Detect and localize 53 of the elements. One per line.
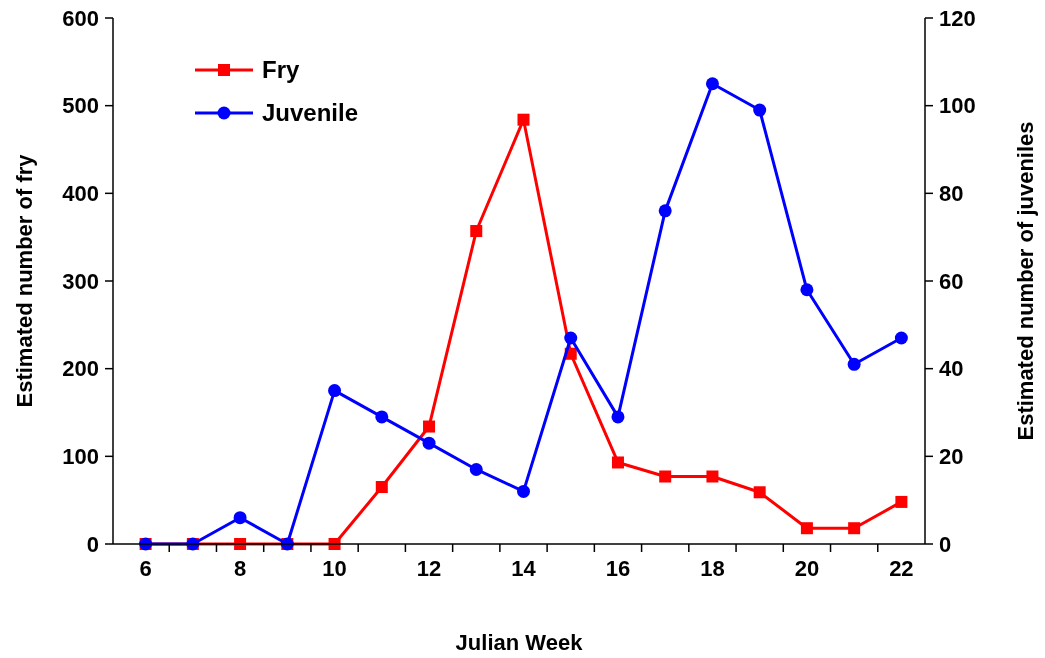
point bbox=[233, 511, 247, 525]
x-tick-label: 18 bbox=[700, 556, 725, 581]
point bbox=[328, 384, 342, 398]
x-tick-label: 14 bbox=[511, 556, 537, 581]
y2-tick-label: 40 bbox=[939, 356, 964, 382]
y-tick-label: 500 bbox=[62, 93, 99, 119]
point bbox=[375, 481, 388, 494]
point bbox=[894, 331, 908, 345]
x-tick-label: 12 bbox=[416, 556, 442, 581]
y2-tick-label: 20 bbox=[939, 444, 964, 470]
y-tick-label: 300 bbox=[62, 268, 99, 294]
y2-tick-label: 80 bbox=[939, 181, 964, 207]
y2-tick-label: 100 bbox=[939, 93, 976, 119]
point bbox=[517, 484, 530, 498]
x-tick-label: 20 bbox=[794, 556, 820, 581]
x-tick-label: 10 bbox=[322, 556, 347, 581]
point bbox=[753, 103, 767, 117]
point bbox=[800, 283, 814, 297]
y-tick-label: 100 bbox=[62, 444, 99, 470]
point bbox=[753, 486, 766, 499]
x-tick-label: 8 bbox=[233, 556, 247, 581]
point bbox=[706, 470, 719, 483]
point bbox=[375, 410, 389, 424]
point bbox=[658, 204, 672, 218]
point bbox=[470, 225, 483, 238]
point bbox=[469, 462, 483, 476]
x-tick-label: 22 bbox=[889, 556, 914, 581]
legend-label: Juvenile bbox=[262, 99, 359, 127]
y-tick-label: 200 bbox=[62, 356, 99, 382]
y2-tick-label: 120 bbox=[939, 5, 976, 31]
point bbox=[659, 470, 672, 483]
point bbox=[895, 495, 908, 508]
y-tick-label: 400 bbox=[62, 181, 99, 207]
y2-tick-label: 0 bbox=[939, 531, 952, 557]
y-axis-title: Estimated number of fry bbox=[12, 153, 37, 408]
y-tick-label: 600 bbox=[62, 5, 99, 31]
x-tick-label: 6 bbox=[139, 556, 152, 581]
point bbox=[848, 522, 861, 535]
point bbox=[423, 420, 436, 433]
point bbox=[611, 456, 624, 469]
point bbox=[422, 436, 436, 450]
point bbox=[800, 522, 813, 535]
point bbox=[517, 113, 530, 126]
point bbox=[705, 77, 719, 91]
point bbox=[847, 357, 861, 371]
x-axis-title: Julian Week bbox=[455, 630, 584, 655]
y-tick-label: 0 bbox=[86, 531, 99, 557]
y2-tick-label: 60 bbox=[939, 268, 964, 294]
point bbox=[564, 331, 578, 345]
point bbox=[611, 410, 625, 424]
y2-axis-title: Estimated number of juveniles bbox=[1013, 121, 1038, 441]
x-tick-label: 16 bbox=[605, 556, 631, 581]
legend-label: Fry bbox=[262, 56, 300, 84]
